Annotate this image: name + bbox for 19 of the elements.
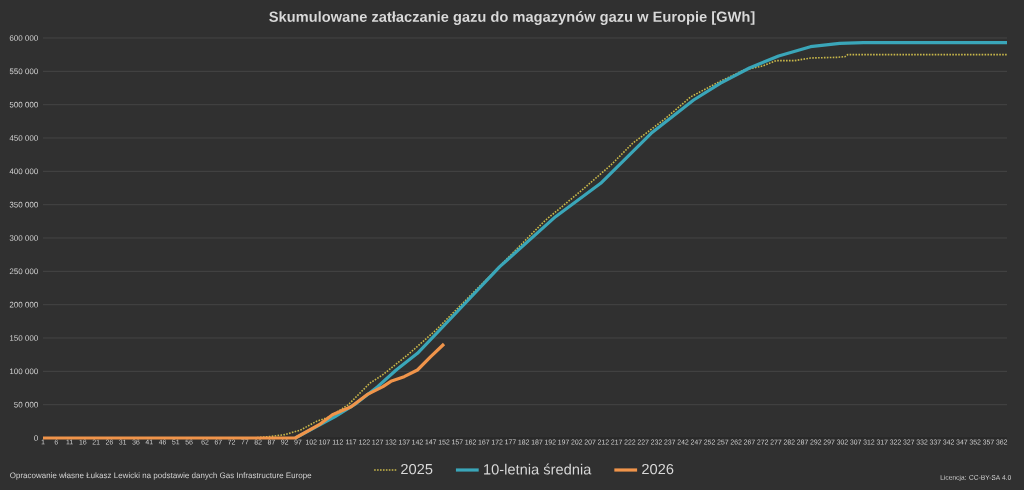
chart-title: Skumulowane zatłaczanie gazu do magazynów gazu w Europie [GWh] — [269, 11, 755, 25]
y-tick-label: 500 000 — [9, 101, 38, 108]
y-tick-label: 350 000 — [9, 201, 38, 208]
y-tick-label: 450 000 — [9, 135, 38, 141]
line-series — [41, 342, 446, 440]
y-tick-label: 150 000 — [9, 335, 38, 341]
y-tick-label: 550 000 — [9, 68, 38, 75]
y-tick-label: 100 000 — [9, 368, 38, 375]
y-tick-label: 200 000 — [9, 301, 38, 308]
legend-label: 2026 — [642, 463, 674, 475]
y-tick-label: 0 — [34, 435, 38, 441]
y-tick-label: 400 000 — [9, 168, 38, 175]
legend-label: 10-letnia średnia — [484, 463, 592, 475]
y-tick-label: 600 000 — [9, 35, 38, 41]
legend-label: 2025 — [401, 463, 433, 475]
text: Opracowanie własne Łukasz Lewicki na podstawie danych Gas Infrastructure Europe — [10, 472, 312, 480]
y-tick-label: 50 000 — [14, 401, 38, 408]
y-tick-label: 300 000 — [9, 235, 38, 241]
y-tick-label: 250 000 — [9, 268, 38, 275]
